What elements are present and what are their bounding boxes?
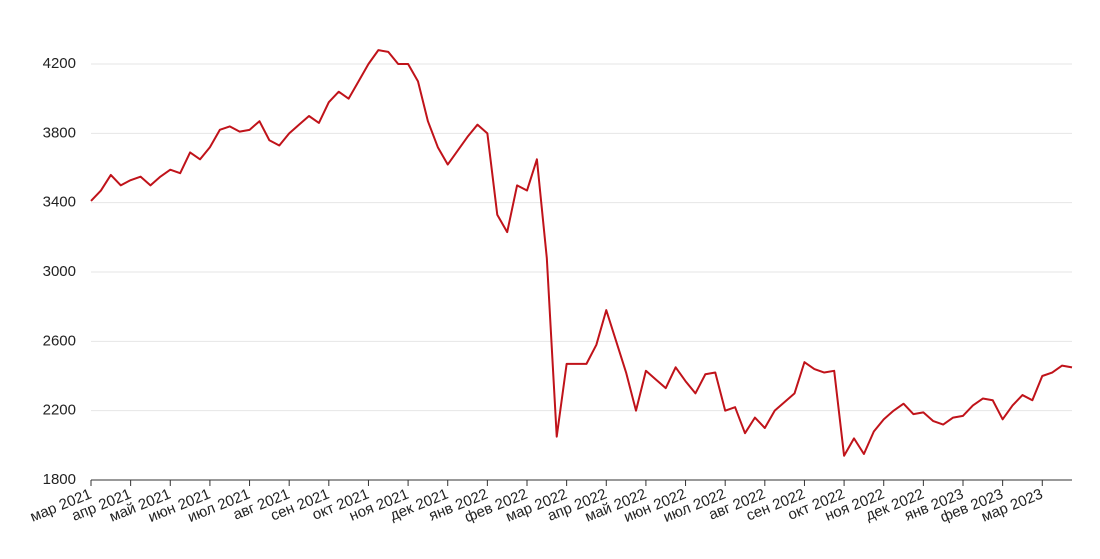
y-tick-label: 2200 — [43, 402, 76, 419]
y-tick-label: 3800 — [43, 124, 76, 141]
line-series — [90, 49, 1073, 457]
y-tick-label: 2600 — [43, 332, 76, 349]
y-tick-label: 3000 — [43, 263, 76, 280]
y-tick-label: 4200 — [43, 55, 76, 72]
y-tick-label: 1800 — [43, 471, 76, 488]
y-tick-label: 3400 — [43, 194, 76, 211]
